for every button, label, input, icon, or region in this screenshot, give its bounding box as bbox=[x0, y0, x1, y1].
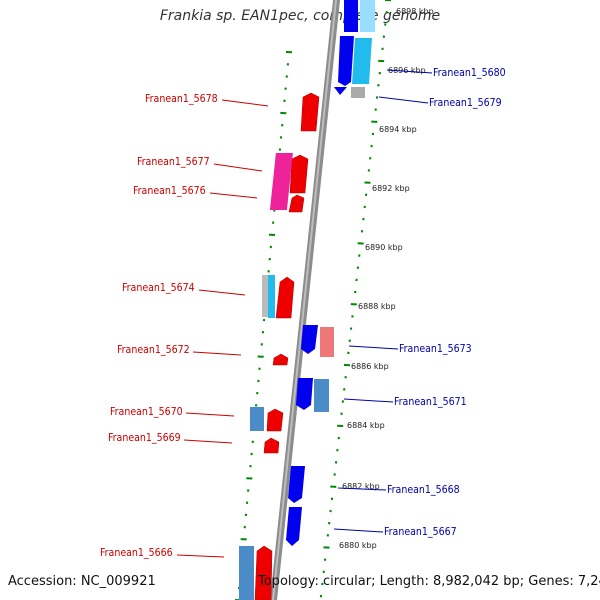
gene-franean1-5666[interactable] bbox=[254, 545, 273, 600]
gene-franean1-5668[interactable] bbox=[288, 466, 305, 503]
gene-leader-line bbox=[333, 528, 384, 533]
gene-leader-line bbox=[198, 289, 246, 296]
kbp-label: 6882 kbp bbox=[342, 482, 380, 491]
gene-leader-line bbox=[337, 487, 387, 491]
gene-leader-line bbox=[209, 192, 258, 199]
accession-text: Accession: NC_009921 bbox=[8, 574, 156, 589]
kbp-label: 6884 kbp bbox=[347, 421, 385, 430]
gene-label-right[interactable]: Franean1_5679 bbox=[429, 97, 502, 109]
gene-franean1-5680[interactable] bbox=[338, 36, 354, 86]
gene-franean1-5670-steel[interactable] bbox=[250, 407, 264, 431]
gene-label-right[interactable]: Franean1_5671 bbox=[394, 396, 467, 408]
kbp-label: 6898 kbp bbox=[396, 7, 434, 16]
gene-franean1-5680-a[interactable] bbox=[344, 0, 358, 32]
kbp-label: 6892 kbp bbox=[372, 184, 410, 193]
gene-leader-line bbox=[386, 69, 433, 74]
kbp-label: 6896 kbp bbox=[388, 66, 426, 75]
kbp-label: 6894 kbp bbox=[379, 125, 417, 134]
gene-franean1-5676[interactable] bbox=[288, 194, 305, 213]
gene-franean1-5673-salmon[interactable] bbox=[320, 327, 334, 357]
gene-franean1-5674[interactable] bbox=[275, 276, 295, 319]
gene-leader-line bbox=[343, 398, 394, 403]
gene-label-left[interactable]: Franean1_5672 bbox=[117, 344, 190, 356]
gene-franean1-5677[interactable] bbox=[289, 154, 309, 194]
gene-leader-line bbox=[348, 345, 399, 350]
right-tick-rail bbox=[319, 0, 392, 598]
kbp-label: 6886 kbp bbox=[351, 362, 389, 371]
gene-franean1-5667[interactable] bbox=[286, 507, 302, 546]
gene-label-left[interactable]: Franean1_5666 bbox=[100, 547, 173, 559]
gene-label-left[interactable]: Franean1_5670 bbox=[110, 406, 183, 418]
gene-label-right[interactable]: Franean1_5680 bbox=[433, 67, 506, 79]
gene-franean1-5678[interactable] bbox=[300, 92, 320, 132]
kbp-label: 6880 kbp bbox=[339, 541, 377, 550]
gene-franean1-5666-steel[interactable] bbox=[239, 546, 254, 600]
gene-franean1-5670[interactable] bbox=[266, 408, 284, 432]
kbp-label: 6888 kbp bbox=[358, 302, 396, 311]
gene-franean1-5679[interactable] bbox=[351, 87, 365, 98]
gene-franean1-5677-pink[interactable] bbox=[269, 153, 293, 210]
gene-leader-line bbox=[378, 96, 429, 104]
gene-franean1-5671-steel[interactable] bbox=[314, 379, 329, 412]
kbp-scale: 6898 kbp 6896 kbp 6894 kbp 6892 kbp 6890 kbp… bbox=[339, 7, 434, 550]
gene-leader-line bbox=[185, 412, 235, 417]
gene-franean1-5674-grey[interactable] bbox=[262, 275, 268, 317]
gene-leader-line bbox=[192, 351, 242, 356]
left-gene-labels: Franean1_5678 Franean1_5677 Franean1_5676 F… bbox=[100, 93, 269, 559]
gene-franean1-5674-cyan[interactable] bbox=[268, 275, 275, 318]
gene-franean1-5671[interactable] bbox=[296, 378, 313, 410]
gene-franean1-5679-arrow[interactable] bbox=[334, 87, 347, 95]
gene-franean1-5673[interactable] bbox=[301, 325, 318, 354]
right-gene-labels: Franean1_5680 Franean1_5679 Franean1_5673 F… bbox=[333, 67, 506, 538]
genome-summary-text: Topology: circular; Length: 8,982,042 bp… bbox=[258, 574, 600, 589]
gene-label-left[interactable]: Franean1_5677 bbox=[137, 156, 210, 168]
gene-label-left[interactable]: Franean1_5674 bbox=[122, 282, 195, 294]
gene-leader-line bbox=[183, 439, 233, 444]
minus-strand-genes bbox=[286, 0, 375, 546]
genome-backbone-highlight bbox=[272, 0, 337, 600]
gene-leader-line bbox=[221, 99, 269, 107]
gene-leader-line bbox=[176, 554, 225, 558]
gene-label-left[interactable]: Franean1_5676 bbox=[133, 185, 206, 197]
gene-label-left[interactable]: Franean1_5669 bbox=[108, 432, 181, 444]
gene-franean1-5672[interactable] bbox=[272, 353, 289, 366]
kbp-label: 6890 kbp bbox=[365, 243, 403, 252]
gene-label-right[interactable]: Franean1_5668 bbox=[387, 484, 460, 496]
gene-leader-line bbox=[213, 163, 263, 172]
gene-franean1-5680-cyan[interactable] bbox=[352, 38, 372, 84]
gene-label-left[interactable]: Franean1_5678 bbox=[145, 93, 218, 105]
gene-label-right[interactable]: Franean1_5667 bbox=[384, 526, 457, 538]
plus-strand-genes bbox=[239, 92, 320, 600]
gene-franean1-5680-b[interactable] bbox=[360, 0, 375, 32]
gene-label-right[interactable]: Franean1_5673 bbox=[399, 343, 472, 355]
gene-franean1-5669[interactable] bbox=[263, 437, 280, 454]
